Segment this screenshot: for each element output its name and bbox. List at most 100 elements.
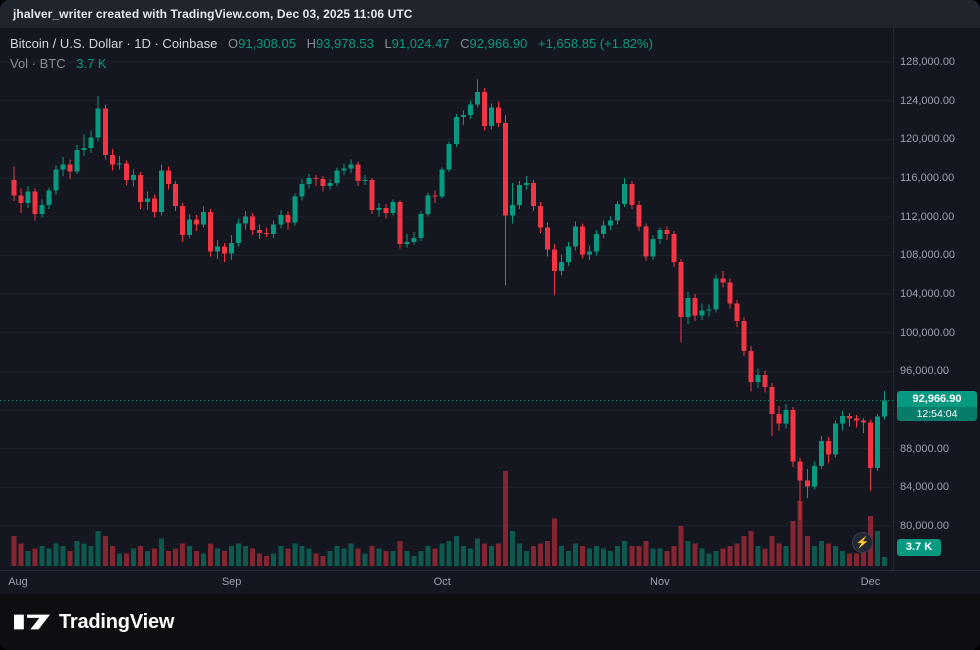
volume-bar [720, 548, 726, 566]
lightning-icon[interactable]: ⚡ [852, 532, 873, 553]
volume-bar [18, 543, 24, 566]
chart-area[interactable]: Bitcoin / U.S. Dollar · 1D · Coinbase O9… [0, 28, 980, 594]
candle-body [552, 249, 558, 271]
volume-bar [348, 543, 354, 566]
volume-bar [587, 548, 593, 566]
candle-body [587, 251, 593, 255]
candle-body [144, 198, 150, 203]
volume-bar [509, 531, 515, 566]
candle-body [538, 206, 543, 228]
candle-body [460, 115, 466, 118]
volume-bar [559, 546, 565, 566]
candle-body [853, 418, 859, 421]
volume-badge: 3.7 K [897, 538, 941, 556]
candle-body [243, 216, 249, 224]
volume-bar [201, 553, 207, 566]
volume-bar [622, 541, 628, 566]
candle-body [509, 205, 515, 216]
candle-body [187, 219, 192, 236]
volume-bar [699, 548, 705, 566]
candle-body [804, 480, 810, 487]
volume-bar [643, 541, 649, 566]
candle-body [179, 206, 185, 236]
volume-bar [116, 553, 122, 566]
volume-bar [53, 543, 59, 566]
volume-bar [636, 546, 642, 566]
volume-bar [776, 543, 782, 566]
volume-bar [81, 543, 87, 566]
volume-bar [755, 546, 761, 566]
candle-body [706, 309, 712, 311]
candle-body [839, 415, 845, 424]
candle-body [67, 164, 73, 172]
candle-body [313, 178, 319, 180]
volume-bar [102, 536, 108, 566]
candle-body [299, 183, 305, 197]
candle-body [580, 226, 586, 255]
candle-body [81, 148, 87, 150]
candle-body [74, 149, 80, 172]
volume-bar [671, 546, 677, 566]
candle-body [88, 137, 94, 149]
time-label-aug: Aug [8, 576, 28, 588]
attribution-text: jhalver_writer created with TradingView.… [13, 7, 413, 21]
candle-body [11, 179, 17, 196]
candle-body [116, 163, 122, 165]
footer-branding[interactable]: TradingView [0, 594, 980, 650]
volume-bar [769, 536, 775, 566]
time-label-sep: Sep [221, 576, 242, 588]
volume-bar [165, 551, 171, 566]
volume-bar [67, 551, 73, 566]
volume-bar [137, 546, 143, 566]
volume-bar [804, 536, 810, 566]
candle-body [306, 178, 312, 184]
candle-body [201, 211, 207, 225]
time-label-nov: Nov [650, 576, 670, 588]
candle-body [39, 205, 45, 214]
candle-body [601, 225, 607, 235]
volume-bar [580, 546, 586, 566]
candle-body [397, 202, 403, 244]
candle-body [769, 386, 775, 414]
candle-body [320, 178, 326, 186]
volume-bar [874, 531, 880, 566]
candle-body [720, 278, 726, 283]
price-scale[interactable]: 92,966.90 12:54:04 3.7 K 128,000.00 124,0… [893, 28, 980, 570]
current-price-value: 92,966.90 [912, 392, 962, 405]
price-tick-label: 80,000.00 [900, 520, 949, 533]
candle-body [278, 214, 284, 225]
candle-body [341, 168, 347, 171]
candle-body [95, 108, 101, 138]
candle-body [215, 246, 221, 252]
candle-body [481, 91, 487, 126]
candle-body [25, 191, 31, 204]
candle-body [348, 164, 354, 169]
volume-bar [95, 531, 101, 566]
volume-bar [292, 543, 298, 566]
candle-body [516, 184, 522, 206]
candle-body [874, 416, 880, 469]
volume-bar [320, 556, 326, 566]
volume-bar [341, 548, 347, 566]
candle-body [811, 466, 817, 487]
volume-bar [657, 548, 663, 566]
volume-bar [222, 551, 228, 566]
candle-body [713, 278, 719, 310]
price-tick-label: 128,000.00 [900, 56, 956, 69]
candle-body [846, 415, 852, 419]
volume-bar [832, 546, 838, 566]
candle-body [18, 195, 24, 204]
volume-bar [334, 546, 340, 566]
candle-body [46, 190, 52, 206]
candle-body [158, 170, 164, 212]
price-chart-canvas[interactable] [0, 28, 893, 570]
volume-bar [74, 541, 80, 566]
candle-body [418, 213, 424, 238]
volume-bar [257, 553, 263, 566]
candle-body [629, 183, 635, 206]
candle-body [151, 198, 157, 212]
candle-body [236, 223, 242, 243]
time-axis[interactable]: Aug Sep Oct Nov Dec [0, 570, 980, 595]
tradingview-wordmark: TradingView [59, 610, 175, 633]
